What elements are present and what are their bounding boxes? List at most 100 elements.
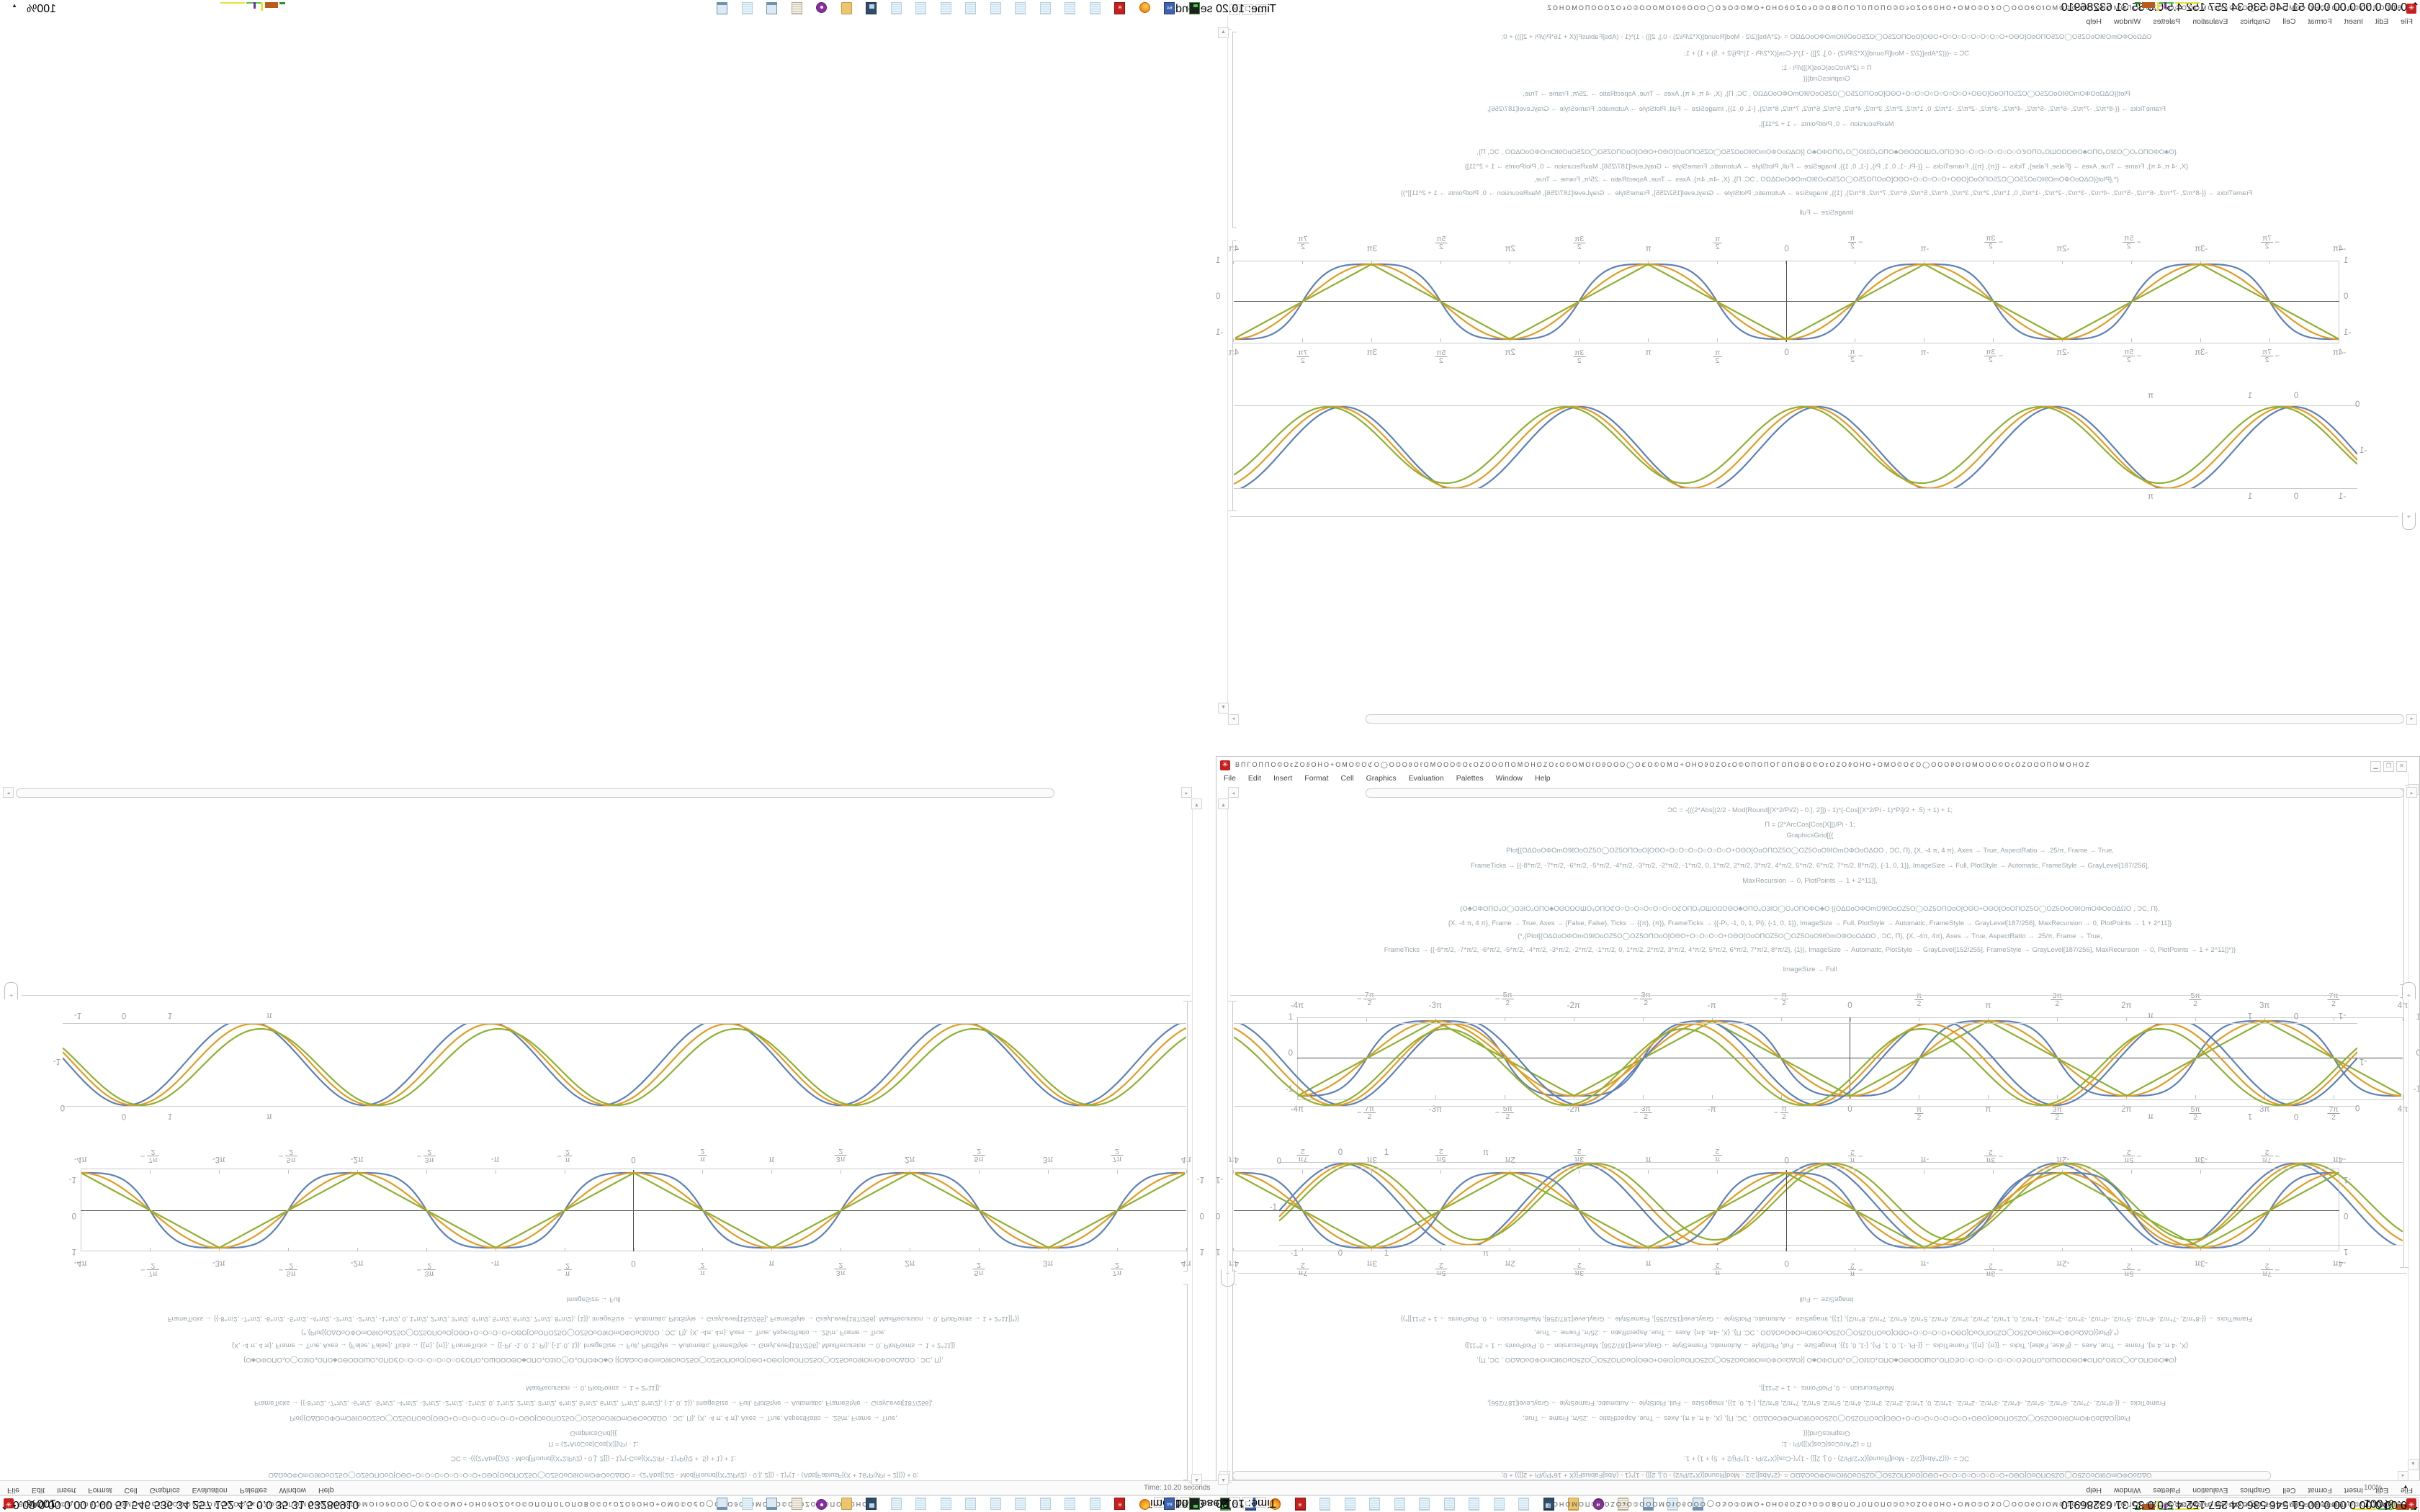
mirror-r-zoom-level-label: 100% (27, 1497, 56, 1509)
resize-handle-icon[interactable]: ▲ (2403, 1483, 2408, 1490)
mirror-r-taskbar-icon-notepad (742, 1498, 753, 1510)
mirror-r-row1-top-tick--π: -π (1920, 1259, 1930, 1267)
menu-item-file[interactable]: File (1224, 774, 1236, 783)
code-line-10[interactable]: (*,{Plot[{ΟΔΩοΟΦΟmΟ9ℓΟοΟΖ5Ο◯ΟΖ5ΟΠΟοΟ[ΟΘΟ… (1518, 932, 2102, 940)
row2-top-tick-0: 0 (1337, 1148, 1343, 1157)
horizontal-scrollbar[interactable] (1219, 1471, 2408, 1480)
mirror-r-taskbar-icon-notepad (891, 1498, 902, 1510)
row1-bottom-tick-7π/2: 7π 2 (2327, 1105, 2340, 1122)
mirror-r-row1-bottom-tick-π: π (1645, 1155, 1652, 1164)
row1-tick-mark (2195, 1017, 2197, 1021)
mirror-r-row1-top-tick--2π: -2π (2056, 1259, 2070, 1267)
mirror-r-resize-handle-icon: ▲ (12, 1503, 17, 1510)
row1-tick-mark (2264, 1095, 2266, 1099)
mirror-r-window-title: ΒΠΓΟΠΠΟ©ΟϵΖΟϑΟΗΟ+ΟΜΟ©ΟℭΟ◯ΟΟΟϑΟℓΟΜΟΟΟ©ΟϵΟ… (1546, 1500, 2401, 1508)
mirror-r-code-line-7: MaxRecursion → 0, PlotPoints → 1 + 2^11]… (1759, 1384, 1894, 1392)
code-line-7[interactable]: MaxRecursion → 0, PlotPoints → 1 + 2^11]… (1742, 877, 1878, 885)
menu-item-edit[interactable]: Edit (1247, 774, 1262, 783)
row1-bottom-tick-5π/2: 5π 2 (2189, 1105, 2202, 1122)
row1-top-tick--π: -π (1707, 1002, 1716, 1010)
plot-row2-curves (1279, 1163, 2403, 1245)
code-line-11[interactable]: FrameTicks → {{-8*π/2, -7*π/2, -6*π/2, -… (1384, 946, 2236, 954)
mirror-r-row1-y-tick--1: -1 (2344, 1175, 2352, 1184)
row1-top-tick-2π: 2π (2121, 1002, 2132, 1010)
menu-item-cell[interactable]: Cell (1340, 774, 1354, 783)
restore-button[interactable]: ❐ (2383, 761, 2394, 772)
mirror-r-cell-bracket-output (1232, 1001, 1237, 1272)
mirror-h-plot-row1-curves (1234, 263, 2339, 341)
mirror-r-row1-top-tick--7π/2: − 7π 2 (2261, 1261, 2280, 1278)
tray-monitor-text: 0.00 0.00 0.00 0.00 51 546 536 34 257 15… (2146, 1502, 2348, 1508)
menu-item-insert[interactable]: Insert (1273, 774, 1293, 783)
horizontal-scroll-thumb[interactable] (1232, 1471, 2271, 1480)
menu-item-window[interactable]: Window (1495, 774, 1523, 783)
mirror-r-menu-item-evaluation: Evaluation (2192, 1486, 2228, 1495)
mirror-r-plot-row2-bottom-frame (1234, 1022, 2357, 1024)
code-line-9[interactable]: {X, -4 π, 4 π}, Frame → True, Axes → {Fa… (1448, 919, 2172, 927)
mirror-r-tray-dash-green (2135, 2, 2141, 4)
code-line-12[interactable]: ImageSize → Full (1783, 966, 1837, 973)
mirror-r-row1-bottom-tick--π: -π (1920, 1155, 1930, 1164)
row1-bottom-tick--4π: -4π (1290, 1105, 1304, 1114)
menu-bar: File Edit Insert Format Cell Graphics Evaluati… (1224, 774, 1551, 785)
code-line-4[interactable]: GraphicsGrid[{{ (1786, 832, 1834, 840)
mirror-r-taskbar-icon-mathematica: ✳ (1114, 1498, 1126, 1510)
code-line-5[interactable]: Plot[{ΟΔΩοΟΦΟmΟ9ℓΟοΟΖ5Ο◯ΟΖ5ΟΠΟοΟ[ΟΘΟ+Ο○Ο… (1506, 847, 2114, 855)
row1-y-tick--1: -1 (2413, 1085, 2420, 1094)
mirror-r-code-line-4: GraphicsGrid[{{ (1803, 1429, 1850, 1437)
menu-item-format[interactable]: Format (1304, 774, 1329, 783)
close-button[interactable]: ✕ (2396, 761, 2407, 772)
mirror-r-tray-spike-yellow (2157, 2, 2159, 11)
code-line-8[interactable]: {Ο♣ΟΦΟΠΟ₄Ο◯Ο3ℓΟ₄ΟΠΟ♣ΟΘΟΩΟШΟ₄ΟΠΟℭΟ○Ο○Ο○Ο○… (1460, 905, 2160, 913)
code-line-6[interactable]: FrameTicks → {{-8*π/2, -7*π/2, -6*π/2, -… (1471, 862, 2149, 870)
mirror-r-taskbar-icon-notepad (1065, 1498, 1076, 1510)
mirror-r-row1-top-tick-2π: 2π (1505, 1259, 1515, 1267)
mirror-r-taskbar-icon-notepad (1040, 1498, 1051, 1510)
tray-block-orange (2396, 1504, 2409, 1510)
mirror-r-code-line-10: (*,{Plot[{ΟΔΩοΟΦΟmΟ9ℓΟοΟΖ5Ο◯ΟΖ5ΟΠΟοΟ[ΟΘΟ… (1534, 1328, 2119, 1336)
mirror-r-code-line-6: FrameTicks → {{-8*π/2, -7*π/2, -6*π/2, -… (1487, 1399, 2166, 1407)
mirror-r-row1-bottom-tick--7π/2: − 7π 2 (2261, 1148, 2280, 1164)
mirror-r-cell-insert-line (1230, 995, 2398, 996)
row1-y-tick-0: 0 (2406, 1049, 2419, 1058)
mirror-r-horizontal-scroll-thumb (1366, 788, 2404, 798)
mirror-r-code-line-5: Plot[{ΟΔΩοΟΦΟmΟ9ℓΟοΟΖ5Ο◯ΟΖ5ΟΠΟοΟ[ΟΘΟ+Ο○Ο… (1523, 1414, 2130, 1422)
row1-top-tick--3π: -3π (1428, 1002, 1442, 1010)
mirror-r-row2-y-tick-0: 0 (2355, 1103, 2360, 1112)
row1-top-tick-3π/2: 3π 2 (2051, 991, 2063, 1008)
mirror-r-window-titlebar: ✳ ΒΠΓΟΠΠΟ©ΟϵΖΟϑΟΗΟ+ΟΜΟ©ΟℭΟ◯ΟΟΟϑΟℓΟΜΟΟΟ©Ο… (1217, 1496, 2420, 1511)
menu-item-evaluation[interactable]: Evaluation (1408, 774, 1444, 783)
mirror-r-taskbar-icon-notepad (1015, 1498, 1026, 1510)
scroll-down-icon[interactable]: ▼ (2408, 1459, 2419, 1470)
cell-insert-plus-icon[interactable]: + (1221, 1269, 1234, 1287)
minimize-button[interactable]: ▁ (2370, 761, 2381, 772)
menu-item-graphics[interactable]: Graphics (1366, 774, 1397, 783)
row1-bottom-tick--3π/2: − 3π 2 (1633, 1104, 1652, 1121)
menu-item-palettes[interactable]: Palettes (1456, 774, 1484, 783)
mirror-r-row2-top-tick-1: 1 (2247, 1112, 2253, 1120)
zoom-level-label[interactable]: 100% (2364, 1484, 2383, 1492)
mirror-r-row1-top-tick--3π/2: − 3π 2 (1984, 1261, 2004, 1278)
mirror-r-row1-top-tick-0: 0 (1784, 1259, 1789, 1267)
window-titlebar[interactable]: ✳ ΒΠΓΟΠΠΟ©ΟϵΖΟϑΟΗΟ+ΟΜΟ©ΟℭΟ◯ΟΟΟϑΟℓΟΜΟΟΟ©Ο… (1216, 758, 2419, 773)
mirror-r-scroll-left-icon: ◂ (2406, 787, 2417, 798)
tray-expand-icon[interactable]: ⌃ (2136, 1500, 2141, 1508)
code-line-3[interactable]: Π = (2*ArcCos[Cos[X]])/Pi - 1; (1765, 821, 1855, 829)
mirror-r-row2-bottom-tick-π: π (2148, 1011, 2154, 1020)
row2-top-tick-π: π (1483, 1148, 1489, 1157)
mirror-r-scroll-up-icon: ▲ (1218, 1474, 1229, 1485)
mirror-r-row2-bottom-tick-0: 0 (2293, 1011, 2299, 1020)
cell-insert-line[interactable] (1238, 1273, 2406, 1274)
scroll-right-icon[interactable]: ▸ (2398, 1471, 2408, 1481)
mirror-r-row2-top-tick-0: 0 (2293, 1112, 2299, 1120)
row1-tick-mark (2264, 1017, 2266, 1021)
menu-item-help[interactable]: Help (1535, 774, 1551, 783)
code-line-2[interactable]: ƆC = -(((2*Abs[(2/2 - Mod[Round[(X*2/Pi/… (1667, 806, 1953, 814)
mirror-r-row1-top-tick-3π: 3π (1366, 1259, 1378, 1267)
vertical-scrollbar[interactable] (2408, 773, 2419, 1471)
